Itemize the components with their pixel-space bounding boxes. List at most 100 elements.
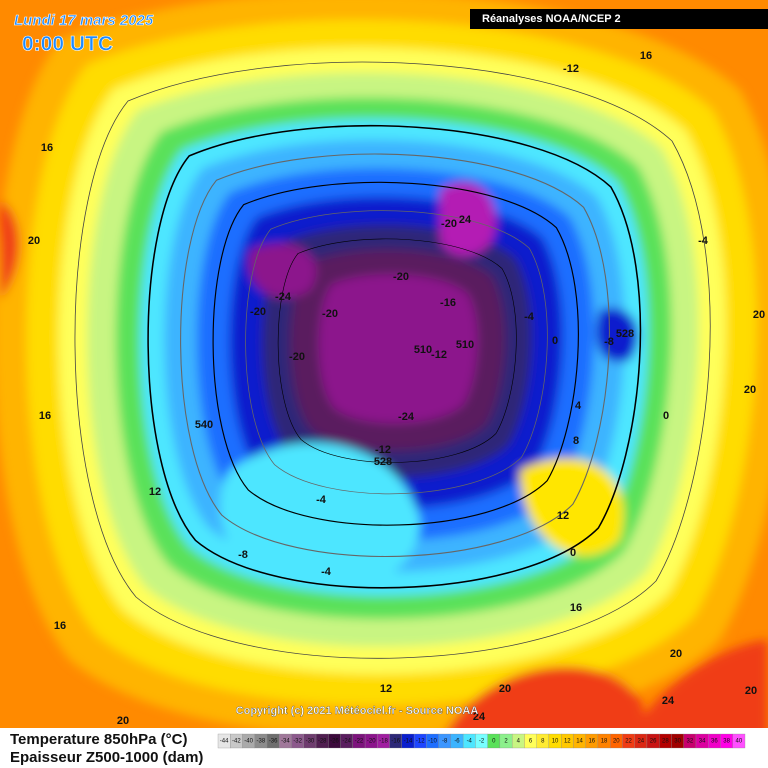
contour-label: 510 [456,339,474,351]
scale-label: 26 [650,739,657,745]
scale-label: -24 [342,739,351,745]
contour-line [74,61,711,659]
scale-cell [732,733,746,749]
contour-label: 20 [117,715,129,727]
scale-label: 0 [492,739,496,745]
scale-label: -44 [220,739,229,745]
scale-label: -18 [379,739,388,745]
scale-label: 16 [588,739,595,745]
contour-label: 24 [662,695,675,707]
scale-label: -26 [330,739,339,745]
contour-label: 16 [41,142,53,154]
contour-label: 0 [552,335,558,347]
contour-label: 16 [570,602,582,614]
contour-label: 24 [473,711,486,723]
scale-label: 36 [711,739,718,745]
source-bar [470,9,768,29]
scale-label: -12 [416,739,425,745]
contour-label: 12 [149,486,161,498]
scale-label: 22 [625,739,632,745]
contour-lines [74,61,711,659]
temperature-patch [220,442,420,590]
scale-label: -6 [454,739,460,745]
scale-label: 18 [601,739,608,745]
contour-label: 20 [28,235,40,247]
scale-label: 2 [504,739,508,745]
contour-label: 20 [744,384,756,396]
contour-label: 540 [195,419,213,431]
contour-label: 0 [570,547,576,559]
contour-label: 24 [459,214,472,226]
scale-label: 8 [541,739,545,745]
contour-label: 0 [663,410,669,422]
contour-line [180,153,610,557]
contour-label: -4 [321,566,332,578]
contour-label: -4 [316,494,327,506]
contour-label: -16 [440,297,456,309]
contour-label: -4 [524,311,535,323]
scale-label: 38 [723,739,730,745]
contour-label: 12 [380,683,392,695]
scale-label: -22 [355,739,364,745]
scale-label: 10 [552,739,559,745]
contour-label: 12 [557,510,569,522]
scale-label: -10 [428,739,437,745]
contour-label: -20 [441,218,457,230]
date: Lundi 17 mars 2025 [14,12,154,29]
contour-label: -20 [393,271,409,283]
contour-line [147,124,642,589]
contour-label: 528 [616,328,634,340]
scale-label: -16 [391,739,400,745]
scale-label: 30 [674,739,681,745]
scale-label: -42 [232,739,241,745]
contour-label: -12 [375,444,391,456]
scale-label: -36 [269,739,278,745]
scale-label: 32 [687,739,694,745]
color-scale: -44 -42 -40 -38 -36 -34 -32 -30 -28 -26 -24 -22 -20-… [217,733,746,749]
scale-label: -8 [442,739,448,745]
scale-label: 20 [613,739,620,745]
contour-label: -4 [698,235,709,247]
contour-label: -24 [398,411,415,423]
contour-label: 20 [670,648,682,660]
scale-label: 6 [529,739,533,745]
contour-label: 20 [745,685,757,697]
temperature-patch [520,458,624,556]
scale-label: -38 [257,739,266,745]
temperature-patch [440,182,496,257]
contour-label: 16 [39,410,51,422]
temperature-patch [0,200,19,300]
contour-label: 16 [54,620,66,632]
time: 0:00 UTC [22,33,113,56]
scale-label: -34 [281,739,290,745]
contour-label: -20 [322,308,338,320]
contour-label: 20 [499,683,511,695]
scale-label: 24 [637,739,644,745]
temperature-patch [596,308,639,362]
scale-label: -28 [318,739,327,745]
scale-label: -30 [306,739,315,745]
contour-label: 8 [573,435,579,447]
scale-label: -32 [293,739,302,745]
contour-label: 20 [753,309,765,321]
contour-label: -20 [250,306,266,318]
contour-label: -24 [275,291,292,303]
scale-label: -2 [479,739,485,745]
scale-label: 12 [564,739,571,745]
contour-label: -8 [238,549,248,561]
source: Réanalyses NOAA/NCEP 2 [482,13,621,25]
contour-label: -20 [289,351,305,363]
scale-label: -14 [404,739,413,745]
contour-label: 510 [414,344,432,356]
contour-line [277,238,517,463]
scale-label: 14 [576,739,583,745]
contour-label: 4 [575,400,582,412]
legend-temperature: Temperature 850hPa (°C) [10,731,187,748]
temperature-band [318,274,478,424]
contour-label: -12 [563,63,579,75]
contour-line [245,210,548,495]
scale-label: 4 [517,739,521,745]
